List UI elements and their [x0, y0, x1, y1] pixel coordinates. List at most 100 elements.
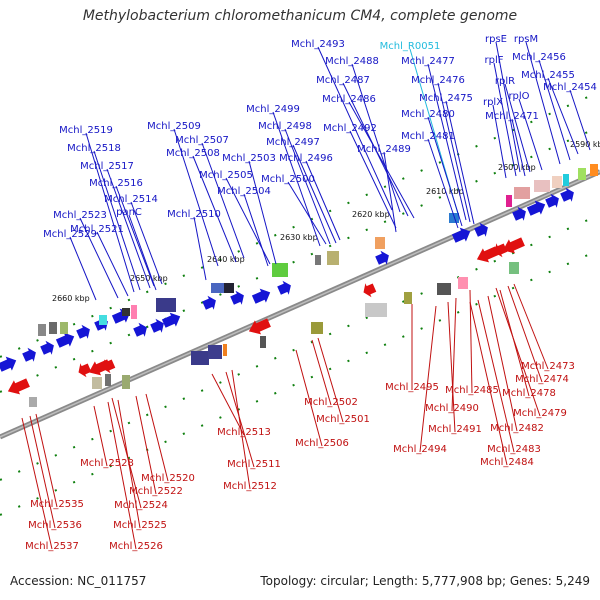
top-label-23-leader: [85, 132, 135, 293]
top-label-38: Mchl_2455: [521, 70, 575, 81]
top-label-20: Mchl_2505: [199, 170, 253, 181]
top-label-37-leader: [504, 83, 531, 173]
top-label-26: Mchl_2516: [89, 178, 143, 189]
top-label-24-leader: [93, 150, 141, 291]
feature-box-22: [208, 345, 222, 359]
top-label-25: Mchl_2517: [80, 161, 134, 172]
feature-box-33: [122, 375, 130, 389]
top-label-24: Mchl_2518: [67, 143, 121, 154]
top-label-16-leader: [173, 128, 219, 267]
feature-box-20: [590, 164, 598, 176]
feature-box-3: [99, 315, 107, 325]
forward-gene-arrow-19: [545, 193, 559, 208]
bottom-label-19-leader: [135, 395, 157, 495]
top-label-2-leader: [351, 63, 401, 213]
top-label-11: Mchl_2489: [357, 144, 411, 155]
top-label-41-leader: [492, 104, 507, 179]
scale-label-2: 2610 kbp: [426, 187, 464, 196]
bottom-label-13-leader: [317, 337, 344, 423]
feature-box-19: [578, 168, 586, 180]
feature-box-4: [122, 308, 130, 316]
bottom-label-3: Mchl_2479: [513, 408, 567, 419]
top-label-2: Mchl_2488: [325, 56, 379, 67]
feature-box-15: [514, 187, 530, 199]
bottom-label-3-leader: [495, 287, 541, 417]
genome-axis-highlight: [0, 170, 600, 438]
bottom-label-22: Mchl_2525: [113, 520, 167, 531]
bottom-label-26-leader: [21, 417, 53, 550]
forward-gene-arrow-10: [202, 295, 216, 310]
bottom-label-12: Mchl_2502: [304, 397, 358, 408]
top-label-28-leader: [128, 214, 157, 291]
reverse-gene-arrow-3: [102, 359, 116, 374]
top-label-41: rplX: [483, 97, 503, 108]
top-label-28: panC: [116, 207, 142, 218]
top-label-21-leader: [287, 181, 327, 245]
top-label-23: Mchl_2519: [59, 125, 113, 136]
top-label-27: Mchl_2514: [104, 194, 158, 205]
top-label-3: Mchl_2477: [401, 56, 455, 67]
bottom-label-20-leader: [93, 405, 108, 467]
top-label-39: rplO: [508, 91, 529, 102]
top-label-33-leader: [495, 41, 521, 173]
feature-box-0: [38, 324, 46, 336]
forward-gene-arrow-9: [161, 312, 181, 328]
bottom-label-4: Mchl_2485: [445, 385, 499, 396]
forward-gene-arrow-8: [150, 318, 164, 333]
feature-box-7: [211, 283, 225, 293]
top-label-29: Mchl_2523: [53, 210, 107, 221]
reverse-gene-arrow-0: [7, 378, 30, 395]
bottom-label-8: Mchl_2490: [425, 403, 479, 414]
top-label-26-leader: [115, 185, 155, 287]
reverse-gene-arrow-4: [248, 318, 271, 335]
top-label-6-leader: [348, 101, 415, 219]
bottom-label-0-leader: [513, 283, 549, 370]
feature-box-14: [506, 195, 512, 207]
bottom-label-18-leader: [145, 393, 169, 482]
top-label-30-leader: [96, 231, 129, 297]
top-label-27-leader: [130, 201, 163, 285]
feature-box-11: [327, 251, 339, 265]
top-label-11-leader: [383, 151, 397, 233]
map-title: Methylobacterium chloromethanicum CM4, c…: [82, 8, 518, 24]
bottom-label-7: Mchl_2484: [480, 457, 534, 468]
top-label-14-leader: [292, 144, 337, 244]
top-label-12: Mchl_2499: [246, 104, 300, 115]
feature-box-31: [92, 377, 102, 389]
top-label-22-leader: [243, 193, 269, 267]
bottom-label-20: Mchl_2528: [80, 458, 134, 469]
forward-gene-arrow-4: [76, 324, 90, 339]
top-label-8-leader: [427, 116, 463, 227]
top-label-35: rplF: [485, 55, 504, 66]
top-label-32: Mchl_2529: [43, 229, 97, 240]
top-label-38-leader: [547, 77, 579, 155]
bottom-label-17: Mchl_2512: [223, 481, 277, 492]
forward-gene-arrow-7: [133, 322, 147, 337]
bottom-label-14: Mchl_2506: [295, 438, 349, 449]
top-label-19-leader: [248, 160, 277, 265]
top-label-21: Mchl_2500: [261, 174, 315, 185]
bottom-label-1: Mchl_2474: [515, 374, 569, 385]
bottom-label-4-leader: [469, 289, 473, 394]
bottom-label-23: Mchl_2526: [109, 541, 163, 552]
feature-box-21: [191, 351, 209, 365]
forward-gene-arrow-13: [277, 280, 291, 295]
reverse-gene-arrow-6: [476, 246, 499, 263]
scale-label-5: 2640 kbp: [207, 255, 245, 264]
top-label-37: rplR: [495, 76, 515, 87]
feature-box-12: [375, 237, 385, 249]
forward-gene-arrow-3: [55, 332, 75, 348]
bottom-label-6-leader: [477, 299, 515, 453]
forward-gene-arrow-2: [40, 340, 54, 355]
feature-box-2: [60, 322, 68, 334]
bottom-label-10-leader: [419, 305, 437, 453]
bottom-label-22-leader: [117, 399, 141, 529]
top-label-4: Mchl_2487: [316, 75, 370, 86]
top-label-18-leader: [192, 155, 237, 263]
forward-gene-arrow-18: [526, 200, 546, 216]
top-label-13: Mchl_2498: [258, 121, 312, 132]
top-label-40-leader: [569, 89, 591, 151]
bottom-label-1-leader: [507, 285, 543, 383]
